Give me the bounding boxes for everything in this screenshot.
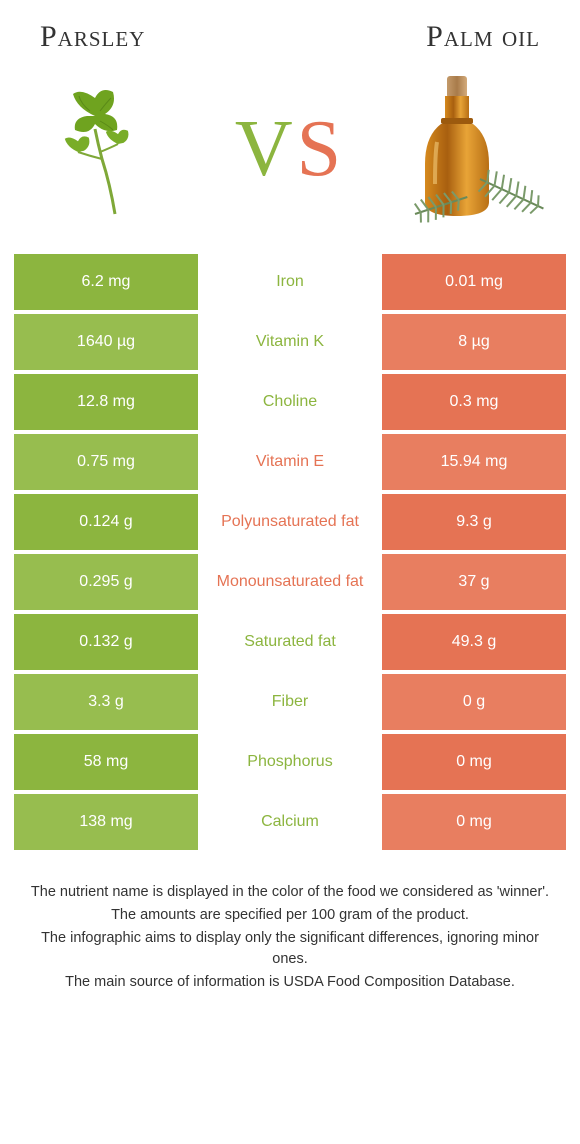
nutrient-name: Calcium [198, 794, 382, 850]
table-row: 6.2 mgIron0.01 mg [14, 254, 566, 310]
table-row: 0.132 gSaturated fat49.3 g [14, 614, 566, 670]
table-row: 3.3 gFiber0 g [14, 674, 566, 730]
value-left: 1640 µg [14, 314, 198, 370]
nutrient-name: Phosphorus [198, 734, 382, 790]
value-right: 15.94 mg [382, 434, 566, 490]
table-row: 1640 µgVitamin K8 µg [14, 314, 566, 370]
value-left: 58 mg [14, 734, 198, 790]
value-right: 8 µg [382, 314, 566, 370]
title-left: Parsley [40, 20, 145, 54]
table-row: 138 mgCalcium0 mg [14, 794, 566, 850]
nutrient-name: Polyunsaturated fat [198, 494, 382, 550]
value-left: 138 mg [14, 794, 198, 850]
nutrient-table: 6.2 mgIron0.01 mg1640 µgVitamin K8 µg12.… [0, 254, 580, 850]
footer-line: The amounts are specified per 100 gram o… [30, 905, 550, 926]
value-left: 0.124 g [14, 494, 198, 550]
value-left: 0.295 g [14, 554, 198, 610]
hero-row: VS [0, 54, 580, 254]
title-right: Palm oil [426, 20, 540, 54]
nutrient-name: Saturated fat [198, 614, 382, 670]
footer-line: The infographic aims to display only the… [30, 928, 550, 970]
nutrient-name: Fiber [198, 674, 382, 730]
table-row: 0.124 gPolyunsaturated fat9.3 g [14, 494, 566, 550]
nutrient-name: Iron [198, 254, 382, 310]
footer-line: The nutrient name is displayed in the co… [30, 882, 550, 903]
table-row: 0.75 mgVitamin E15.94 mg [14, 434, 566, 490]
value-right: 9.3 g [382, 494, 566, 550]
value-right: 37 g [382, 554, 566, 610]
value-right: 0 mg [382, 734, 566, 790]
nutrient-name: Monounsaturated fat [198, 554, 382, 610]
value-left: 0.132 g [14, 614, 198, 670]
nutrient-name: Vitamin K [198, 314, 382, 370]
value-right: 0 g [382, 674, 566, 730]
nutrient-name: Vitamin E [198, 434, 382, 490]
value-right: 0.01 mg [382, 254, 566, 310]
footer-notes: The nutrient name is displayed in the co… [0, 854, 580, 993]
infographic-container: Parsley Palm oil [0, 0, 580, 993]
table-row: 12.8 mgCholine0.3 mg [14, 374, 566, 430]
footer-line: The main source of information is USDA F… [30, 972, 550, 993]
header: Parsley Palm oil [0, 0, 580, 54]
table-row: 58 mgPhosphorus0 mg [14, 734, 566, 790]
vs-s: S [297, 105, 346, 193]
value-left: 12.8 mg [14, 374, 198, 430]
value-right: 0 mg [382, 794, 566, 850]
value-right: 49.3 g [382, 614, 566, 670]
value-left: 3.3 g [14, 674, 198, 730]
value-left: 6.2 mg [14, 254, 198, 310]
table-row: 0.295 gMonounsaturated fat37 g [14, 554, 566, 610]
value-left: 0.75 mg [14, 434, 198, 490]
value-right: 0.3 mg [382, 374, 566, 430]
nutrient-name: Choline [198, 374, 382, 430]
parsley-image [30, 64, 200, 234]
palm-oil-image [380, 64, 550, 234]
vs-label: VS [235, 104, 345, 195]
vs-v: V [235, 105, 297, 193]
